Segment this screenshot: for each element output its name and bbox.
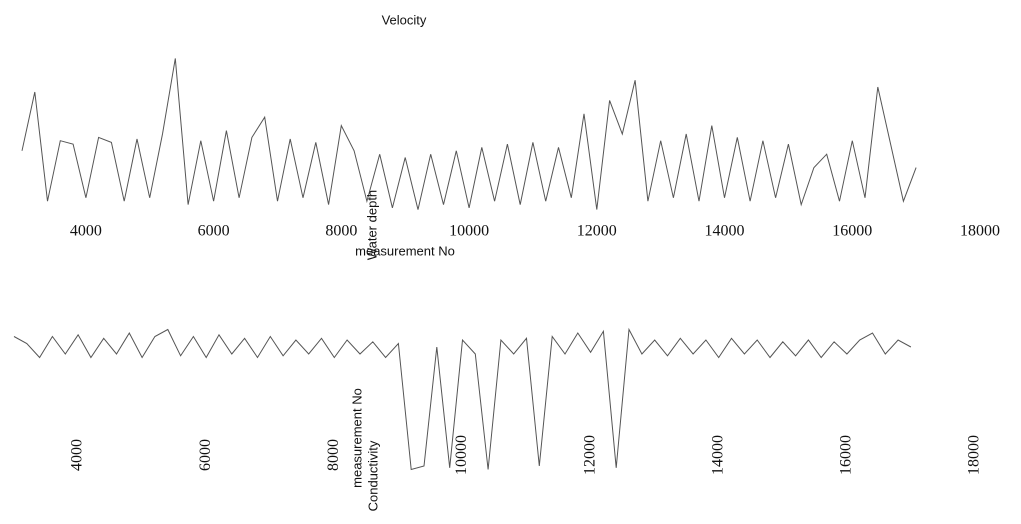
x-axis-label: measurement No: [349, 388, 364, 488]
x-tick-label: 16000: [832, 223, 872, 240]
x-tick-label: 14000: [705, 223, 745, 240]
x-tick-label: 10000: [453, 435, 470, 475]
x-tick-label: 8000: [325, 223, 357, 240]
x-tick-label: 18000: [966, 435, 983, 475]
x-tick-label: 12000: [577, 223, 617, 240]
data-line: [13, 327, 912, 471]
x-tick-label: 6000: [198, 223, 230, 240]
y-axis-label: Water depth: [364, 190, 379, 260]
x-tick-label: 18000: [960, 223, 1000, 240]
x-tick-label: 12000: [581, 435, 598, 475]
x-tick-label: 16000: [838, 435, 855, 475]
x-tick-label: 14000: [709, 435, 726, 475]
x-axis-label: measurement No: [355, 243, 455, 258]
x-tick-label: 4000: [70, 223, 102, 240]
x-tick-label: 4000: [69, 439, 86, 471]
chart-title: Velocity: [382, 12, 427, 27]
data-line: [21, 58, 917, 210]
x-tick-label: 8000: [325, 439, 342, 471]
chart-title: Conductivity: [365, 440, 380, 511]
x-tick-label: 10000: [449, 223, 489, 240]
x-tick-label: 6000: [197, 439, 214, 471]
